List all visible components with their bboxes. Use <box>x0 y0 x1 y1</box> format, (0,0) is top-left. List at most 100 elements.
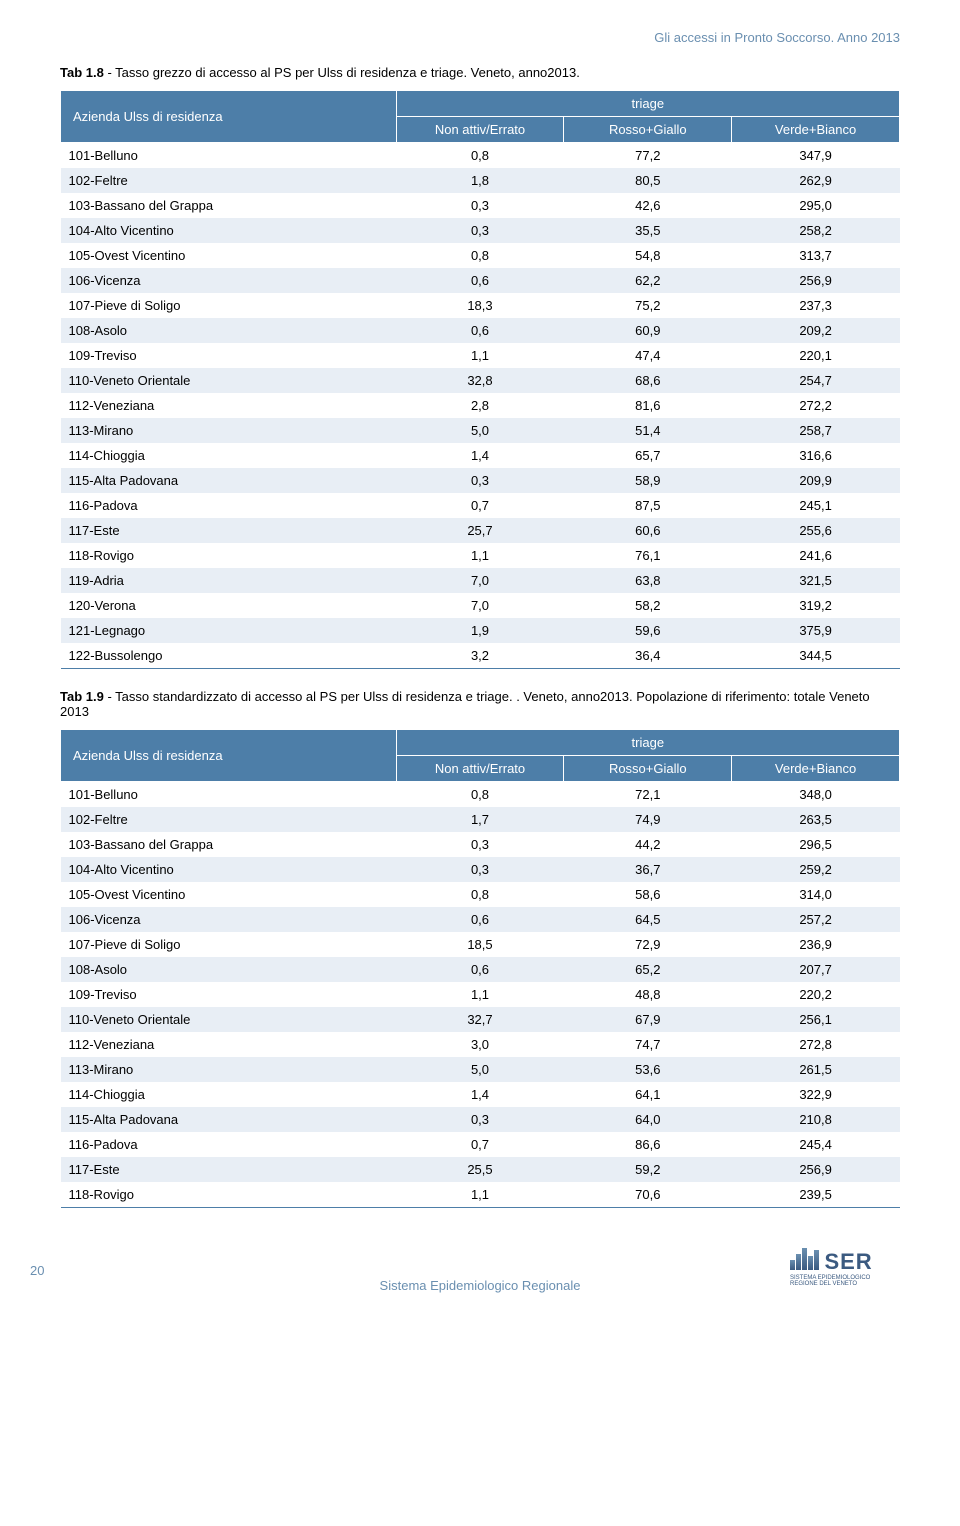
cell: 76,1 <box>564 543 732 568</box>
running-header: Gli accessi in Pronto Soccorso. Anno 201… <box>60 30 900 45</box>
table1-caption-rest: - Tasso grezzo di accesso al PS per Ulss… <box>104 65 580 80</box>
cell: 3,2 <box>396 643 564 669</box>
cell: 68,6 <box>564 368 732 393</box>
table-row: 117-Este25,760,6255,6 <box>61 518 900 543</box>
cell: 5,0 <box>396 1057 564 1082</box>
cell: 7,0 <box>396 568 564 593</box>
cell: 254,7 <box>732 368 900 393</box>
table-row: 118-Rovigo1,170,6239,5 <box>61 1182 900 1208</box>
cell: 25,5 <box>396 1157 564 1182</box>
cell: 1,1 <box>396 543 564 568</box>
cell: 65,2 <box>564 957 732 982</box>
cell: 316,6 <box>732 443 900 468</box>
cell: 1,7 <box>396 807 564 832</box>
table1-col0: Non attiv/Errato <box>396 117 564 143</box>
table-row: 104-Alto Vicentino0,335,5258,2 <box>61 218 900 243</box>
cell: 35,5 <box>564 218 732 243</box>
row-label: 108-Asolo <box>61 318 397 343</box>
cell: 319,2 <box>732 593 900 618</box>
table1-rowheader: Azienda Ulss di residenza <box>61 91 397 143</box>
table2-spanheader: triage <box>396 730 899 756</box>
cell: 256,1 <box>732 1007 900 1032</box>
row-label: 106-Vicenza <box>61 907 397 932</box>
cell: 44,2 <box>564 832 732 857</box>
footer-center-text: Sistema Epidemiologico Regionale <box>380 1278 581 1293</box>
table-row: 109-Treviso1,147,4220,1 <box>61 343 900 368</box>
row-label: 103-Bassano del Grappa <box>61 193 397 218</box>
row-label: 107-Pieve di Soligo <box>61 293 397 318</box>
logo-text: SER <box>824 1249 872 1274</box>
cell: 47,4 <box>564 343 732 368</box>
table-row: 104-Alto Vicentino0,336,7259,2 <box>61 857 900 882</box>
table-row: 120-Verona7,058,2319,2 <box>61 593 900 618</box>
cell: 60,9 <box>564 318 732 343</box>
cell: 261,5 <box>732 1057 900 1082</box>
row-label: 110-Veneto Orientale <box>61 368 397 393</box>
row-label: 113-Mirano <box>61 1057 397 1082</box>
cell: 67,9 <box>564 1007 732 1032</box>
table-row: 112-Veneziana2,881,6272,2 <box>61 393 900 418</box>
cell: 256,9 <box>732 1157 900 1182</box>
cell: 0,8 <box>396 243 564 268</box>
table1: Azienda Ulss di residenza triage Non att… <box>60 90 900 669</box>
row-label: 114-Chioggia <box>61 1082 397 1107</box>
table2-rowheader: Azienda Ulss di residenza <box>61 730 397 782</box>
logo-subtext2: REGIONE DEL VENETO <box>790 1281 920 1287</box>
row-label: 108-Asolo <box>61 957 397 982</box>
cell: 18,3 <box>396 293 564 318</box>
cell: 59,6 <box>564 618 732 643</box>
table-row: 122-Bussolengo3,236,4344,5 <box>61 643 900 669</box>
row-label: 101-Belluno <box>61 143 397 169</box>
table2-col0: Non attiv/Errato <box>396 756 564 782</box>
table2-caption-bold: Tab 1.9 <box>60 689 104 704</box>
table1-spanheader: triage <box>396 91 899 117</box>
cell: 48,8 <box>564 982 732 1007</box>
table-row: 102-Feltre1,774,9263,5 <box>61 807 900 832</box>
table-row: 117-Este25,559,2256,9 <box>61 1157 900 1182</box>
cell: 322,9 <box>732 1082 900 1107</box>
cell: 209,2 <box>732 318 900 343</box>
cell: 60,6 <box>564 518 732 543</box>
cell: 1,1 <box>396 982 564 1007</box>
table-row: 107-Pieve di Soligo18,572,9236,9 <box>61 932 900 957</box>
cell: 272,8 <box>732 1032 900 1057</box>
table-row: 101-Belluno0,877,2347,9 <box>61 143 900 169</box>
cell: 58,9 <box>564 468 732 493</box>
cell: 0,6 <box>396 907 564 932</box>
cell: 0,8 <box>396 882 564 907</box>
row-label: 121-Legnago <box>61 618 397 643</box>
cell: 207,7 <box>732 957 900 982</box>
table-row: 112-Veneziana3,074,7272,8 <box>61 1032 900 1057</box>
cell: 5,0 <box>396 418 564 443</box>
cell: 25,7 <box>396 518 564 543</box>
table-row: 118-Rovigo1,176,1241,6 <box>61 543 900 568</box>
cell: 258,2 <box>732 218 900 243</box>
footer-logo: SER SISTEMA EPIDEMIOLOGICO REGIONE DEL V… <box>790 1248 920 1298</box>
cell: 0,6 <box>396 318 564 343</box>
cell: 0,6 <box>396 957 564 982</box>
row-label: 115-Alta Padovana <box>61 1107 397 1132</box>
cell: 295,0 <box>732 193 900 218</box>
cell: 272,2 <box>732 393 900 418</box>
table-row: 107-Pieve di Soligo18,375,2237,3 <box>61 293 900 318</box>
cell: 259,2 <box>732 857 900 882</box>
cell: 0,3 <box>396 857 564 882</box>
cell: 1,4 <box>396 1082 564 1107</box>
cell: 220,1 <box>732 343 900 368</box>
table-row: 103-Bassano del Grappa0,342,6295,0 <box>61 193 900 218</box>
cell: 1,8 <box>396 168 564 193</box>
cell: 0,3 <box>396 832 564 857</box>
logo-bars-icon <box>790 1248 820 1275</box>
cell: 3,0 <box>396 1032 564 1057</box>
cell: 54,8 <box>564 243 732 268</box>
table-row: 116-Padova0,786,6245,4 <box>61 1132 900 1157</box>
cell: 0,3 <box>396 1107 564 1132</box>
cell: 245,1 <box>732 493 900 518</box>
cell: 65,7 <box>564 443 732 468</box>
row-label: 117-Este <box>61 518 397 543</box>
table-row: 105-Ovest Vicentino0,858,6314,0 <box>61 882 900 907</box>
page-number: 20 <box>30 1263 44 1278</box>
row-label: 107-Pieve di Soligo <box>61 932 397 957</box>
cell: 375,9 <box>732 618 900 643</box>
cell: 255,6 <box>732 518 900 543</box>
